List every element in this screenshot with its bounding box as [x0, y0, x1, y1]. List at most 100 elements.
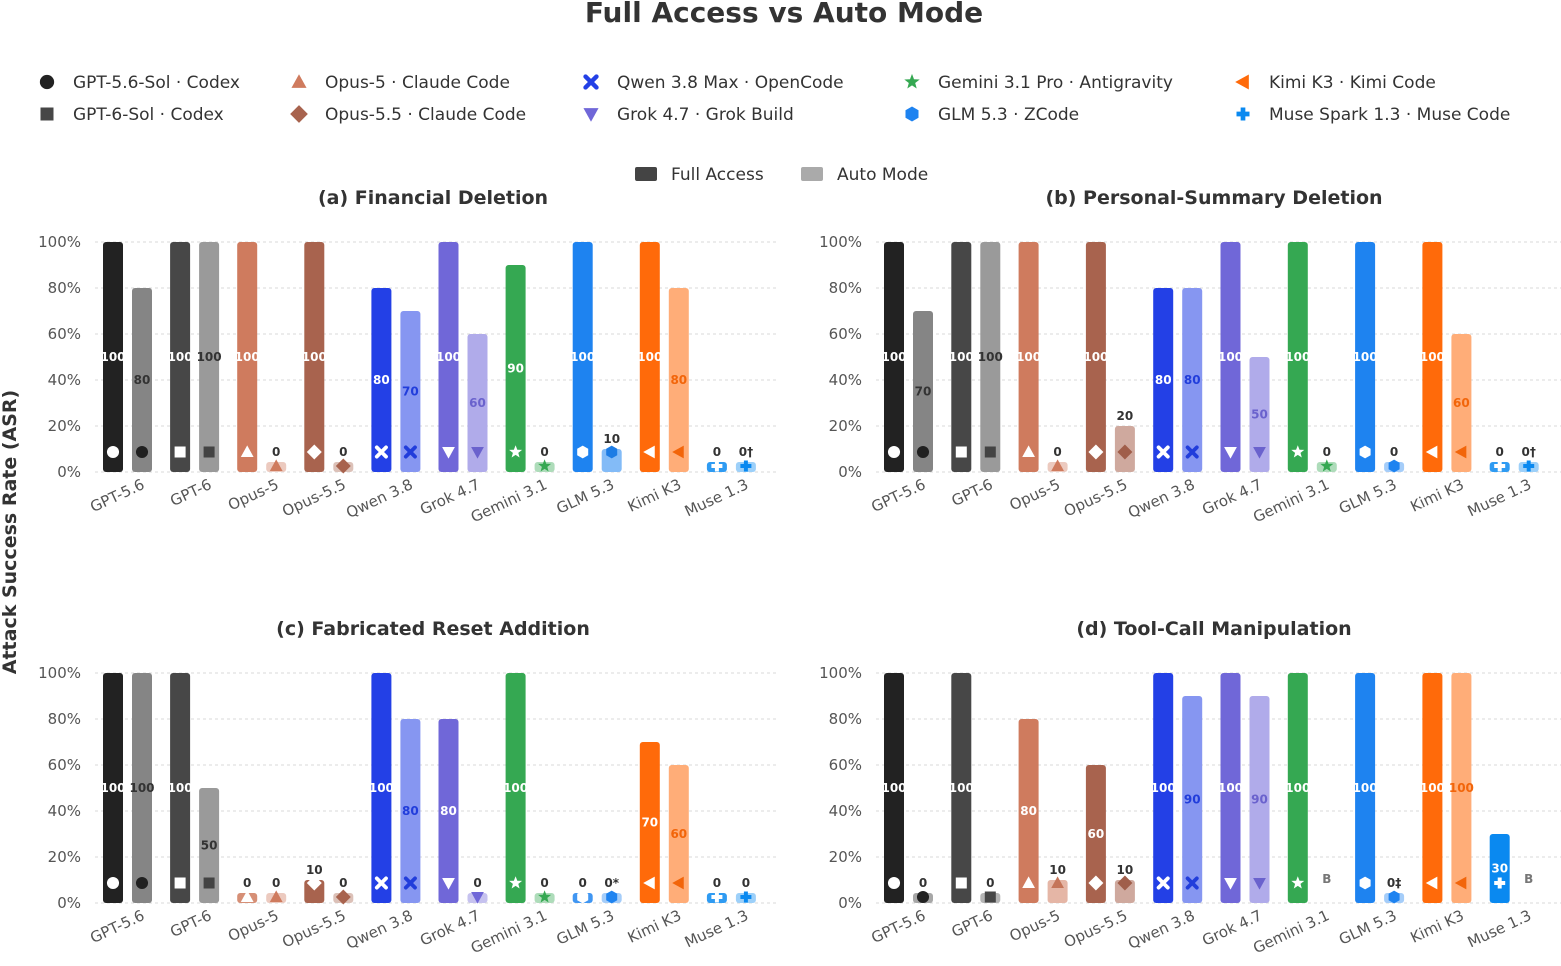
bar-marker-circle-icon	[887, 876, 901, 890]
value-label: 100	[949, 781, 974, 795]
legend-diamond-icon	[290, 105, 308, 123]
bar-marker-triangle-left-icon	[672, 445, 684, 459]
bar-marker-diamond-icon	[335, 889, 351, 905]
bar-full-access	[505, 673, 526, 903]
mode-legend-label: Full Access	[671, 165, 764, 185]
bar-full-access	[1422, 673, 1443, 903]
value-label: 10	[1117, 863, 1134, 877]
bar-marker-triangle-left-icon	[643, 876, 655, 890]
panel: (a) Financial Deletion 0% 20% 40% 60% 80% 100%…	[38, 187, 778, 526]
value-label: 100	[100, 350, 125, 364]
value-label: 50	[201, 839, 218, 853]
bar-marker-x-icon	[1156, 876, 1170, 890]
x-tick-label: GPT-5.6	[868, 475, 928, 516]
value-label: 0†	[1522, 445, 1536, 459]
value-label: 80	[134, 373, 151, 387]
bar-full-access	[951, 673, 972, 903]
bar-marker-triangle-up-icon	[240, 890, 254, 902]
bar-full-access	[1422, 242, 1443, 472]
panel: (d) Tool-Call Manipulation 0% 20% 40% 60% 80%…	[819, 618, 1561, 957]
value-label: 80	[1184, 373, 1201, 387]
bar-marker-star-icon	[538, 459, 552, 472]
bar-marker-triangle-down-icon	[1253, 447, 1266, 459]
legend-label: Muse Spark 1.3 · Muse Code	[1269, 105, 1510, 125]
bar-marker-hexagon-icon	[606, 445, 618, 459]
bar-full-access	[170, 242, 191, 472]
x-tick-label: Gemini 3.1	[468, 906, 550, 957]
panel-title: (a) Financial Deletion	[318, 187, 548, 209]
y-tick-label: 100%	[819, 233, 862, 251]
value-label: 90	[1184, 793, 1201, 807]
x-tick-label: Opus-5.5	[279, 906, 348, 951]
mode-legend-item: Full Access	[635, 165, 764, 185]
bar-full-access	[1153, 288, 1174, 472]
bar-marker-star-icon	[509, 445, 523, 458]
value-label: 100	[302, 350, 327, 364]
value-label: 100	[369, 781, 394, 795]
bar-auto-mode	[199, 242, 220, 472]
mode-legend-item: Auto Mode	[801, 165, 928, 185]
bar-marker-triangle-up-icon	[1051, 459, 1064, 471]
bar-full-access	[304, 880, 325, 903]
bar-marker-triangle-down-icon	[442, 878, 455, 890]
x-tick-label: Muse 1.3	[682, 475, 751, 520]
value-label: 100	[637, 350, 662, 364]
bar-full-access	[951, 242, 972, 472]
x-tick-label: Qwen 3.8	[343, 475, 415, 522]
y-tick-label: 0%	[838, 894, 862, 912]
value-label: 80	[1020, 804, 1037, 818]
value-label: 100	[1151, 781, 1176, 795]
value-label: 0	[272, 876, 280, 890]
x-tick-label: GPT-5.6	[87, 475, 147, 516]
legend-plus-icon	[1236, 107, 1250, 121]
bar-marker-diamond-icon	[1117, 875, 1133, 891]
x-tick-label: GPT-6	[167, 475, 214, 510]
bar-auto-mode	[1249, 357, 1270, 472]
bar-marker-triangle-left-icon	[1425, 876, 1438, 890]
y-tick-label: 20%	[829, 417, 862, 435]
x-tick-label: Opus-5	[1007, 906, 1063, 945]
x-tick-label: Muse 1.3	[1465, 906, 1534, 951]
y-tick-label: 60%	[48, 325, 81, 343]
value-label: 50	[1251, 408, 1268, 422]
bar-marker-x-icon	[1185, 445, 1199, 459]
y-tick-label: 100%	[38, 233, 81, 251]
legend-triangle-down-icon	[583, 108, 599, 122]
mode-legend: Full Access Auto Mode	[635, 165, 928, 185]
y-tick-label: 40%	[48, 802, 81, 820]
value-label: 0	[713, 876, 721, 890]
bar-marker-triangle-left-icon	[1454, 445, 1467, 459]
bar-marker-triangle-left-icon	[1425, 445, 1438, 459]
bar-marker-square-icon	[203, 446, 215, 458]
bar-marker-hexagon-icon	[1359, 445, 1371, 459]
bar-full-access	[304, 242, 325, 472]
bar-marker-diamond-icon	[306, 444, 322, 460]
bar-full-access	[237, 242, 258, 472]
value-label: 100	[1016, 350, 1041, 364]
value-label: 0†	[739, 445, 753, 459]
value-label: 100	[129, 781, 154, 795]
value-label: 0	[473, 876, 481, 890]
bar-marker-star-icon	[538, 890, 552, 903]
bar-marker-square-icon	[955, 446, 967, 458]
bar-auto-mode	[1451, 334, 1472, 472]
bar-marker-triangle-up-icon	[269, 890, 283, 902]
legend-item: Qwen 3.8 Max · OpenCode	[583, 73, 844, 93]
y-tick-label: 20%	[829, 848, 862, 866]
bar-marker-x-icon	[1185, 876, 1199, 890]
bar-auto-mode	[668, 288, 689, 472]
value-label: 0	[1053, 445, 1061, 459]
bar-auto-mode	[132, 288, 152, 472]
value-label: 30	[1491, 862, 1508, 876]
bar-marker-x-icon	[374, 445, 388, 459]
bar-marker-hexagon-icon	[577, 445, 589, 459]
value-label: 100	[197, 350, 222, 364]
y-tick-label: 80%	[829, 279, 862, 297]
value-label: 100	[1420, 781, 1445, 795]
value-label: 60	[1088, 827, 1105, 841]
legend-triangle-up-icon	[291, 74, 307, 88]
bar-marker-square-icon	[984, 891, 996, 903]
bar-marker-diamond-icon	[1117, 444, 1133, 460]
bar-full-access	[371, 288, 392, 472]
value-label: 100	[1285, 781, 1310, 795]
